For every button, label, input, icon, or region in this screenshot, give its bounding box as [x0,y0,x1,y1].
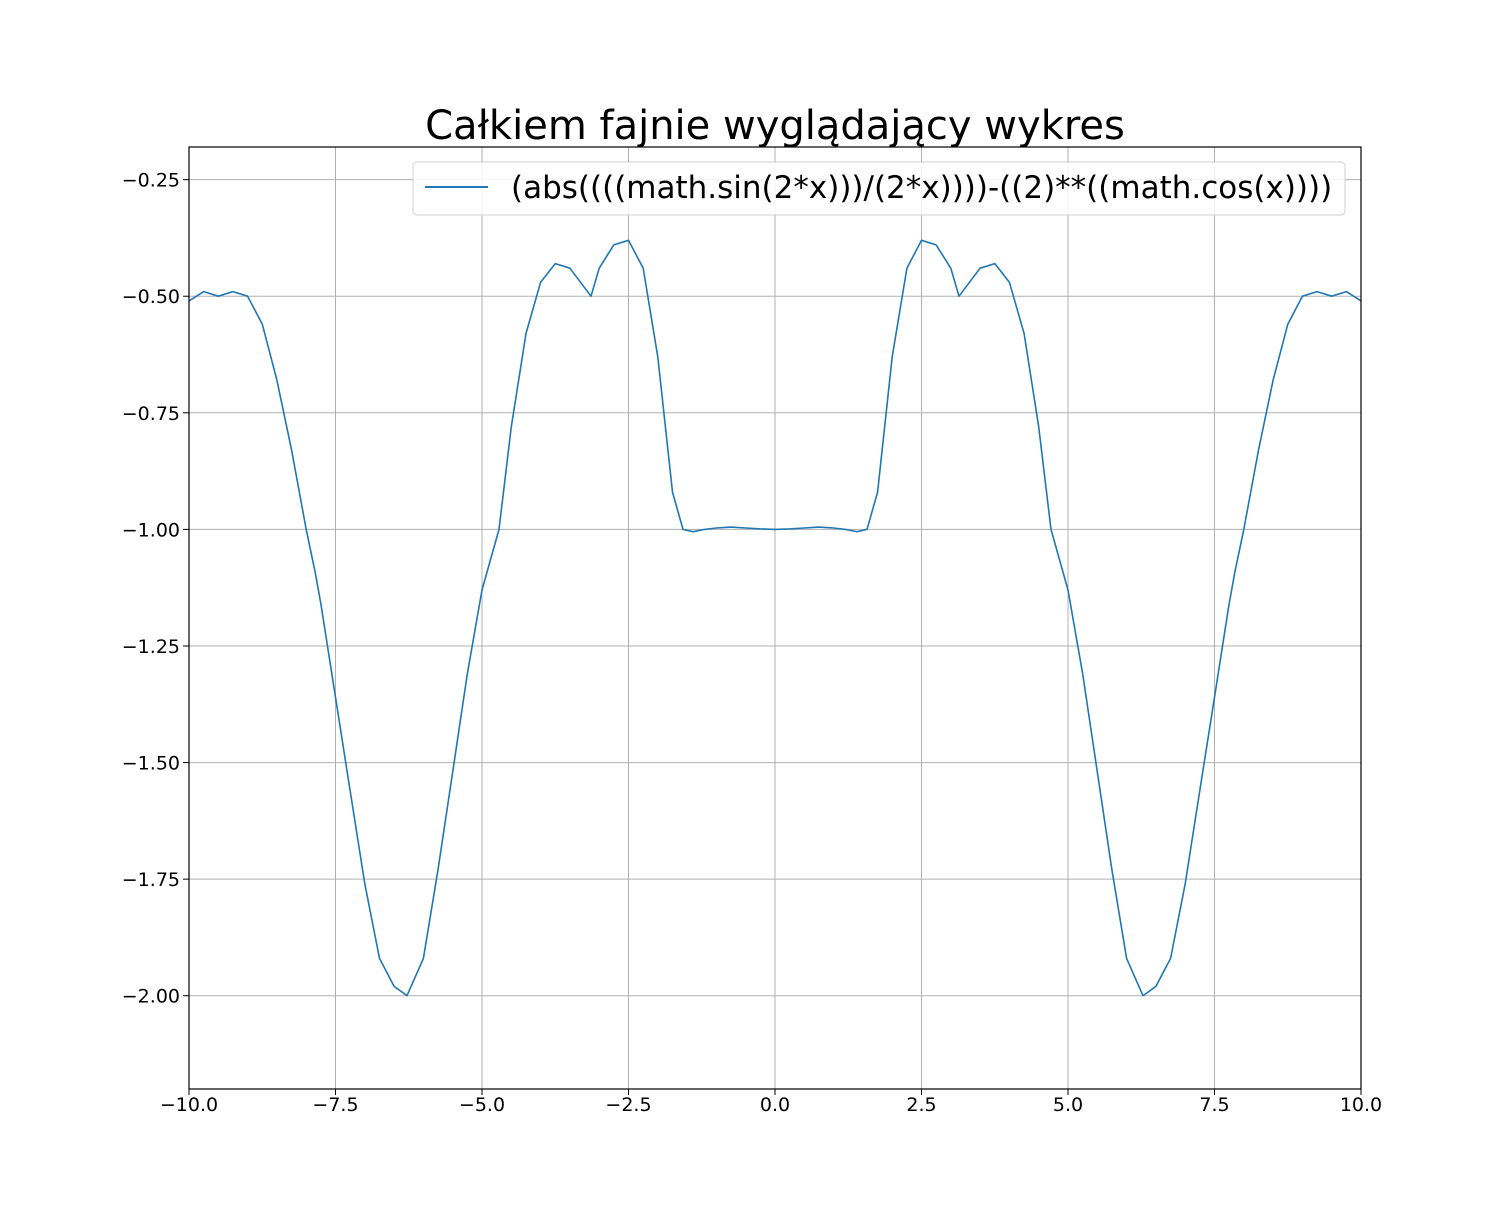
x-tick-label: −2.5 [605,1094,651,1116]
x-tick-label: 10.0 [1340,1094,1382,1116]
y-tick-label: −1.25 [122,636,180,658]
legend-label: (abs((((math.sin(2*x)))/(2*x))))-((2)**(… [511,170,1332,206]
x-tick-label: 5.0 [1053,1094,1083,1116]
y-tick-label: −1.50 [122,753,180,775]
x-axis: −10.0 −7.5 −5.0 −2.5 0.0 2.5 5.0 7.5 10.0 [160,1089,1382,1116]
series-line [188,239,1362,997]
x-tick-label: 0.0 [760,1094,790,1116]
legend-box [412,161,1346,216]
x-tick-label: 2.5 [906,1094,936,1116]
x-tick-label: 7.5 [1199,1094,1229,1116]
x-tick-label: −7.5 [312,1094,358,1116]
y-tick-label: −0.25 [122,170,180,192]
series-layer [188,239,1362,997]
x-tick-label: −5.0 [459,1094,505,1116]
x-tick-label: −10.0 [160,1094,218,1116]
y-tick-label: −1.00 [122,519,180,541]
chart-title: Całkiem fajnie wyglądający wykres [425,103,1125,149]
y-tick-label: −0.75 [122,403,180,425]
y-tick-label: −2.00 [122,986,180,1008]
grid [188,147,1362,1089]
y-axis: −0.25 −0.50 −0.75 −1.00 −1.25 −1.50 −1.75 −2.00 [122,170,189,1008]
y-tick-label: −0.50 [122,286,180,308]
y-tick-label: −1.75 [122,869,180,891]
legend: (abs((((math.sin(2*x)))/(2*x))))-((2)**(… [412,161,1346,216]
